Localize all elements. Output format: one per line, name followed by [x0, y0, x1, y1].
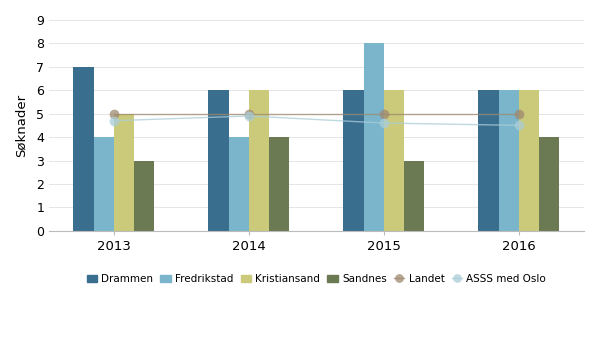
- Landet: [110, 112, 118, 116]
- Landet: [380, 112, 388, 116]
- Bar: [134, 161, 154, 231]
- ASSS med Oslo: [380, 121, 388, 125]
- Bar: [114, 114, 134, 231]
- Line: Landet: Landet: [109, 109, 524, 119]
- ASSS med Oslo: [515, 123, 523, 127]
- Bar: [94, 137, 114, 231]
- Landet: [515, 112, 523, 116]
- Bar: [478, 90, 499, 231]
- Legend: Drammen, Fredrikstad, Kristiansand, Sandnes, Landet, ASSS med Oslo: Drammen, Fredrikstad, Kristiansand, Sand…: [82, 270, 550, 288]
- Bar: [73, 67, 94, 231]
- Bar: [269, 137, 289, 231]
- Landet: [245, 112, 253, 116]
- Bar: [539, 137, 559, 231]
- Bar: [499, 90, 519, 231]
- ASSS med Oslo: [245, 114, 253, 118]
- Y-axis label: Søknader: Søknader: [15, 94, 28, 157]
- Bar: [249, 90, 269, 231]
- ASSS med Oslo: [110, 119, 118, 123]
- Bar: [364, 43, 384, 231]
- Bar: [519, 90, 539, 231]
- Bar: [208, 90, 229, 231]
- Bar: [404, 161, 424, 231]
- Bar: [343, 90, 364, 231]
- Bar: [229, 137, 249, 231]
- Line: ASSS med Oslo: ASSS med Oslo: [109, 111, 524, 130]
- Bar: [384, 90, 404, 231]
